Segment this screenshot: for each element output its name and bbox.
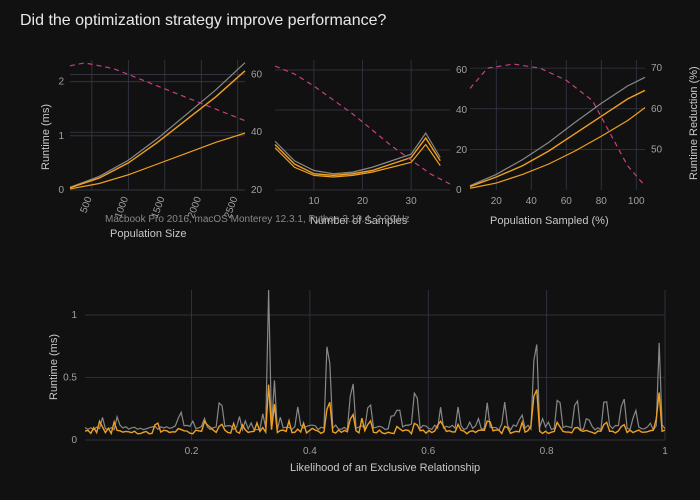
svg-text:1: 1 xyxy=(58,131,64,142)
svg-text:40: 40 xyxy=(251,127,263,138)
svg-text:70: 70 xyxy=(651,63,663,74)
svg-text:500: 500 xyxy=(79,195,95,215)
panel1-chart: 0122040605001000150020002500 xyxy=(70,60,245,190)
subtitle-left: Macbook Pro 2016, macOS Monterey 12.3.1,… xyxy=(105,214,410,225)
panel3-ylabel-right: Runtime Reduction (%) xyxy=(688,66,700,180)
svg-text:2: 2 xyxy=(58,77,64,88)
panel1-xlabel: Population Size xyxy=(110,228,186,240)
svg-text:1: 1 xyxy=(71,310,77,321)
svg-text:60: 60 xyxy=(456,65,468,76)
svg-text:20: 20 xyxy=(491,196,503,207)
svg-text:50: 50 xyxy=(651,144,663,155)
svg-text:20: 20 xyxy=(456,145,468,156)
bottom-chart: 00.510.20.40.60.81 xyxy=(85,290,665,440)
bottom-xlabel: Likelihood of an Exclusive Relationship xyxy=(290,462,480,474)
svg-text:80: 80 xyxy=(596,196,608,207)
svg-text:40: 40 xyxy=(456,105,468,116)
panel2-chart: 0204060102030 xyxy=(275,60,450,190)
svg-text:0: 0 xyxy=(58,185,64,196)
svg-text:0.4: 0.4 xyxy=(303,446,317,457)
svg-text:20: 20 xyxy=(357,196,369,207)
panel1-ylabel-left: Runtime (ms) xyxy=(40,104,52,170)
svg-text:0.6: 0.6 xyxy=(421,446,435,457)
svg-text:0.8: 0.8 xyxy=(540,446,554,457)
svg-text:0: 0 xyxy=(456,185,462,196)
svg-text:1: 1 xyxy=(662,446,668,457)
panel3-xlabel: Population Sampled (%) xyxy=(490,215,609,227)
svg-text:20: 20 xyxy=(251,185,263,196)
svg-text:0: 0 xyxy=(71,435,77,446)
panel3-chart: 50607020406080100 xyxy=(470,60,645,190)
svg-text:60: 60 xyxy=(651,104,663,115)
bottom-ylabel: Runtime (ms) xyxy=(48,334,60,400)
svg-text:40: 40 xyxy=(526,196,538,207)
svg-text:0.2: 0.2 xyxy=(185,446,199,457)
svg-text:0.5: 0.5 xyxy=(63,373,77,384)
svg-text:30: 30 xyxy=(406,196,418,207)
svg-text:60: 60 xyxy=(561,196,573,207)
svg-text:100: 100 xyxy=(628,196,645,207)
svg-text:10: 10 xyxy=(308,196,320,207)
svg-text:60: 60 xyxy=(251,69,263,80)
page-title: Did the optimization strategy improve pe… xyxy=(20,12,386,30)
